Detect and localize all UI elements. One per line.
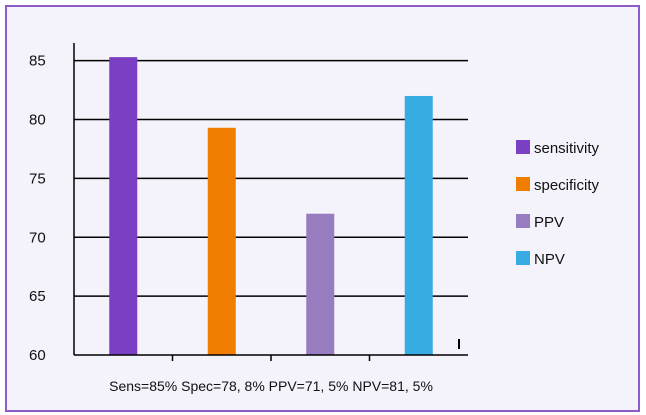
legend-label-specificity: specificity bbox=[534, 177, 600, 194]
legend-swatch-npv bbox=[516, 251, 530, 265]
legend-item-ppv: PPV bbox=[516, 214, 564, 231]
legend-label-npv: NPV bbox=[534, 251, 565, 268]
category-labels-text: Sens=85% Spec=78, 8% PPV=71, 5% NPV=81, … bbox=[109, 378, 433, 394]
category-label-1: Spec=78, 8% bbox=[177, 378, 265, 394]
legend-item-sensitivity: sensitivity bbox=[516, 140, 600, 157]
legend-swatch-ppv bbox=[516, 214, 530, 228]
legend-item-specificity: specificity bbox=[516, 177, 600, 194]
y-tick-label-65: 65 bbox=[29, 288, 46, 305]
bar-chart: 60 65 70 75 80 85 Sens=85% Spec=78, 8% PPV=71… bbox=[29, 43, 600, 394]
y-tick-label-75: 75 bbox=[29, 170, 46, 187]
category-label-0: Sens=85% bbox=[109, 378, 177, 394]
y-tick-label-60: 60 bbox=[29, 347, 46, 364]
legend: sensitivity specificity PPV NPV bbox=[516, 140, 600, 268]
category-label-2: PPV=71, 5% bbox=[265, 378, 349, 394]
bars bbox=[109, 57, 433, 356]
y-tick-label-70: 70 bbox=[29, 229, 46, 246]
legend-swatch-specificity bbox=[516, 177, 530, 191]
gridlines bbox=[74, 59, 468, 297]
y-tick-labels: 60 65 70 75 80 85 bbox=[29, 53, 46, 364]
category-labels: Sens=85% Spec=78, 8% PPV=71, 5% NPV=81, … bbox=[109, 378, 433, 394]
legend-label-ppv: PPV bbox=[534, 214, 564, 231]
bar-npv bbox=[404, 95, 433, 355]
legend-label-sensitivity: sensitivity bbox=[534, 140, 600, 157]
bar-specificity bbox=[207, 127, 236, 356]
legend-item-npv: NPV bbox=[516, 251, 565, 268]
bar-ppv bbox=[306, 213, 335, 355]
legend-swatch-sensitivity bbox=[516, 140, 530, 154]
category-label-3: NPV=81, 5% bbox=[348, 378, 432, 394]
chart-frame: 60 65 70 75 80 85 Sens=85% Spec=78, 8% PPV=71… bbox=[5, 5, 640, 412]
y-tick-label-85: 85 bbox=[29, 53, 46, 70]
bar-sensitivity bbox=[109, 57, 138, 356]
y-tick-label-80: 80 bbox=[29, 112, 46, 129]
x-ticks bbox=[171, 355, 371, 361]
